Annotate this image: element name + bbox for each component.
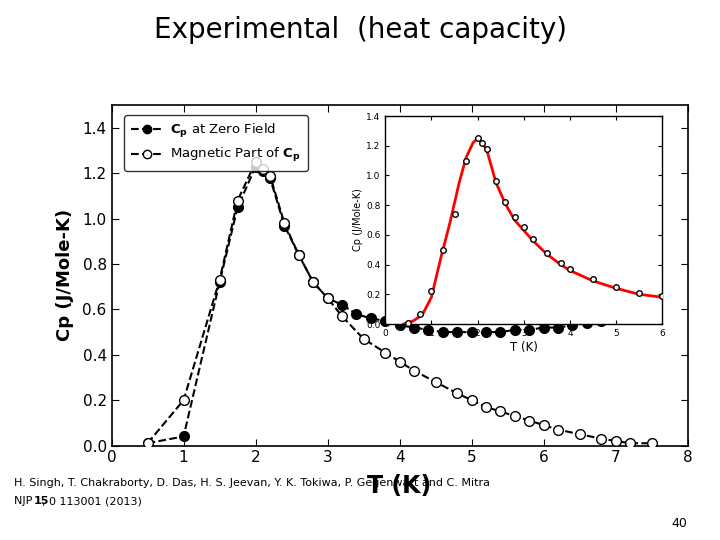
Text: Experimental  (heat capacity): Experimental (heat capacity) <box>153 16 567 44</box>
X-axis label: T (K): T (K) <box>367 474 432 498</box>
Text: H. Singh, T. Chakraborty, D. Das, H. S. Jeevan, Y. K. Tokiwa, P. Gegenwart and C: H. Singh, T. Chakraborty, D. Das, H. S. … <box>14 478 490 488</box>
X-axis label: T (K): T (K) <box>510 341 538 354</box>
Y-axis label: Cp (J/Mole-K): Cp (J/Mole-K) <box>56 210 74 341</box>
Text: , 0 113001 (2013): , 0 113001 (2013) <box>42 496 142 506</box>
Legend: $\bf{C_p}$ at Zero Field, Magnetic Part of $\bf{C_p}$: $\bf{C_p}$ at Zero Field, Magnetic Part … <box>124 116 307 171</box>
Text: 15: 15 <box>34 496 49 506</box>
Text: 40: 40 <box>672 517 688 530</box>
Text: NJP: NJP <box>14 496 36 506</box>
Y-axis label: Cp (J/Mole-K): Cp (J/Mole-K) <box>354 188 363 252</box>
